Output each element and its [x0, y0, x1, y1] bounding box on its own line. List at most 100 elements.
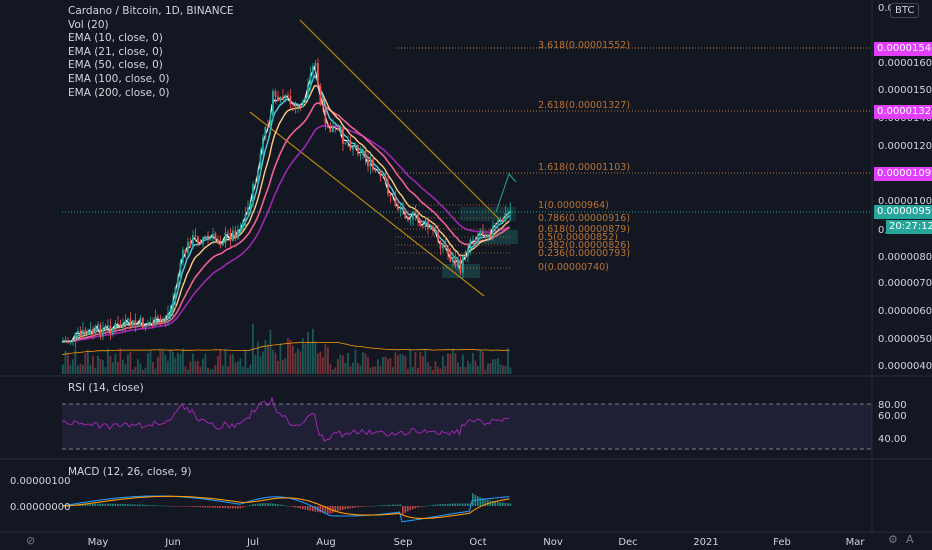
macd-histogram-bar	[117, 503, 119, 506]
macd-histogram-bar	[447, 503, 449, 506]
candle-body	[134, 320, 137, 326]
volume-bar	[112, 362, 114, 374]
candle-body	[177, 277, 179, 287]
legend-ema100[interactable]: EMA (100, close, 0)	[68, 72, 170, 85]
volume-bar	[189, 361, 192, 374]
legend-ema10[interactable]: EMA (10, close, 0)	[68, 32, 163, 45]
volume-bar	[237, 361, 239, 374]
candle-body	[417, 213, 419, 221]
macd-histogram-bar	[277, 504, 279, 506]
volume-bar	[487, 363, 489, 374]
legend-volume[interactable]: Vol (20)	[68, 18, 109, 31]
candle-body	[384, 175, 387, 183]
candle-body	[137, 324, 139, 326]
macd-histogram-bar	[242, 506, 244, 508]
candle-body	[334, 126, 337, 128]
rsi-band	[62, 404, 872, 449]
macd-histogram-bar	[147, 504, 149, 506]
macd-histogram-bar	[149, 505, 152, 506]
candle-body	[99, 324, 102, 337]
macd-histogram-bar	[344, 506, 347, 510]
volume-bar	[109, 355, 112, 374]
legend-ema200[interactable]: EMA (200, close, 0)	[68, 86, 170, 99]
macd-histogram-bar	[509, 503, 512, 506]
goto-realtime-icon[interactable]: ⊘	[26, 534, 36, 547]
candle-body	[419, 220, 422, 227]
volume-bar	[449, 353, 452, 374]
macd-histogram-bar	[209, 506, 212, 508]
macd-histogram-bar	[177, 506, 179, 507]
macd-histogram-bar	[402, 506, 404, 515]
volume-bar	[69, 364, 72, 374]
candle-body	[132, 320, 134, 328]
candle-body	[452, 258, 454, 262]
macd-histogram-bar	[324, 506, 327, 514]
candle-body	[479, 231, 482, 235]
candle-body	[294, 105, 297, 107]
macd-histogram-bar	[217, 506, 219, 508]
symbol-title[interactable]: Cardano / Bitcoin, 1D, BINANCE	[68, 5, 234, 17]
channel-lower-line[interactable]	[249, 111, 485, 297]
macd-histogram-bar	[162, 505, 164, 507]
volume-bar	[184, 366, 187, 374]
macd-histogram-bar	[247, 505, 249, 507]
macd-histogram-bar	[227, 506, 229, 509]
volume-bar	[494, 359, 497, 374]
candle-body	[404, 208, 407, 219]
volume-bar	[404, 355, 407, 374]
macd-histogram-bar	[244, 506, 247, 507]
volume-bar	[152, 362, 154, 374]
candle-body	[394, 195, 397, 206]
macd-histogram-bar	[272, 503, 274, 506]
macd-signal-line	[61, 495, 510, 519]
volume-bar	[432, 369, 434, 374]
candle-body	[142, 317, 144, 328]
candle-body	[227, 232, 229, 234]
volume-bar	[467, 360, 469, 374]
macd-title[interactable]: MACD (12, 26, close, 9)	[68, 466, 192, 478]
legend-ema21[interactable]: EMA (21, close, 0)	[68, 45, 163, 58]
volume-bar	[322, 357, 324, 374]
volume-bar	[274, 352, 277, 374]
volume-bar	[204, 353, 207, 374]
fib-level-label: 0.382(0.00000826)	[538, 240, 630, 251]
currency-button[interactable]: BTC	[890, 3, 920, 18]
volume-bar	[82, 364, 84, 374]
volume-bar	[489, 363, 492, 374]
legend-ema50[interactable]: EMA (50, close, 0)	[68, 59, 163, 72]
macd-histogram-bar	[199, 506, 202, 508]
candle-body	[104, 325, 107, 329]
macd-histogram-bar	[164, 505, 167, 507]
candle-body	[239, 228, 242, 230]
volume-bar	[484, 369, 487, 374]
candle-body	[219, 242, 222, 246]
auto-scale-icon[interactable]: ⚙	[888, 533, 898, 546]
time-axis-label: Aug	[316, 537, 336, 548]
projection-arrow[interactable]	[495, 173, 517, 213]
volume-bar	[307, 331, 309, 374]
candle-body	[462, 255, 464, 273]
macd-histogram-bar	[377, 505, 379, 507]
volume-bar	[457, 362, 459, 374]
candle-body	[284, 94, 287, 100]
candle-body	[182, 249, 184, 263]
volume-bar	[504, 366, 507, 374]
macd-histogram-bar	[499, 502, 502, 506]
channel-upper-line[interactable]	[299, 19, 501, 221]
volume-bar	[257, 341, 259, 374]
rsi-title[interactable]: RSI (14, close)	[68, 382, 144, 394]
candle-body	[274, 91, 277, 97]
volume-bar	[157, 356, 159, 374]
macd-histogram-bar	[107, 503, 109, 506]
volume-bar	[407, 368, 409, 374]
candle-body	[402, 208, 404, 210]
volume-bar	[224, 348, 227, 374]
candle-body	[507, 213, 509, 215]
volume-bar	[142, 369, 144, 374]
candle-body	[144, 325, 147, 328]
macd-histogram-bar	[392, 504, 394, 506]
candle-body	[397, 205, 399, 210]
volume-bar	[502, 365, 504, 374]
